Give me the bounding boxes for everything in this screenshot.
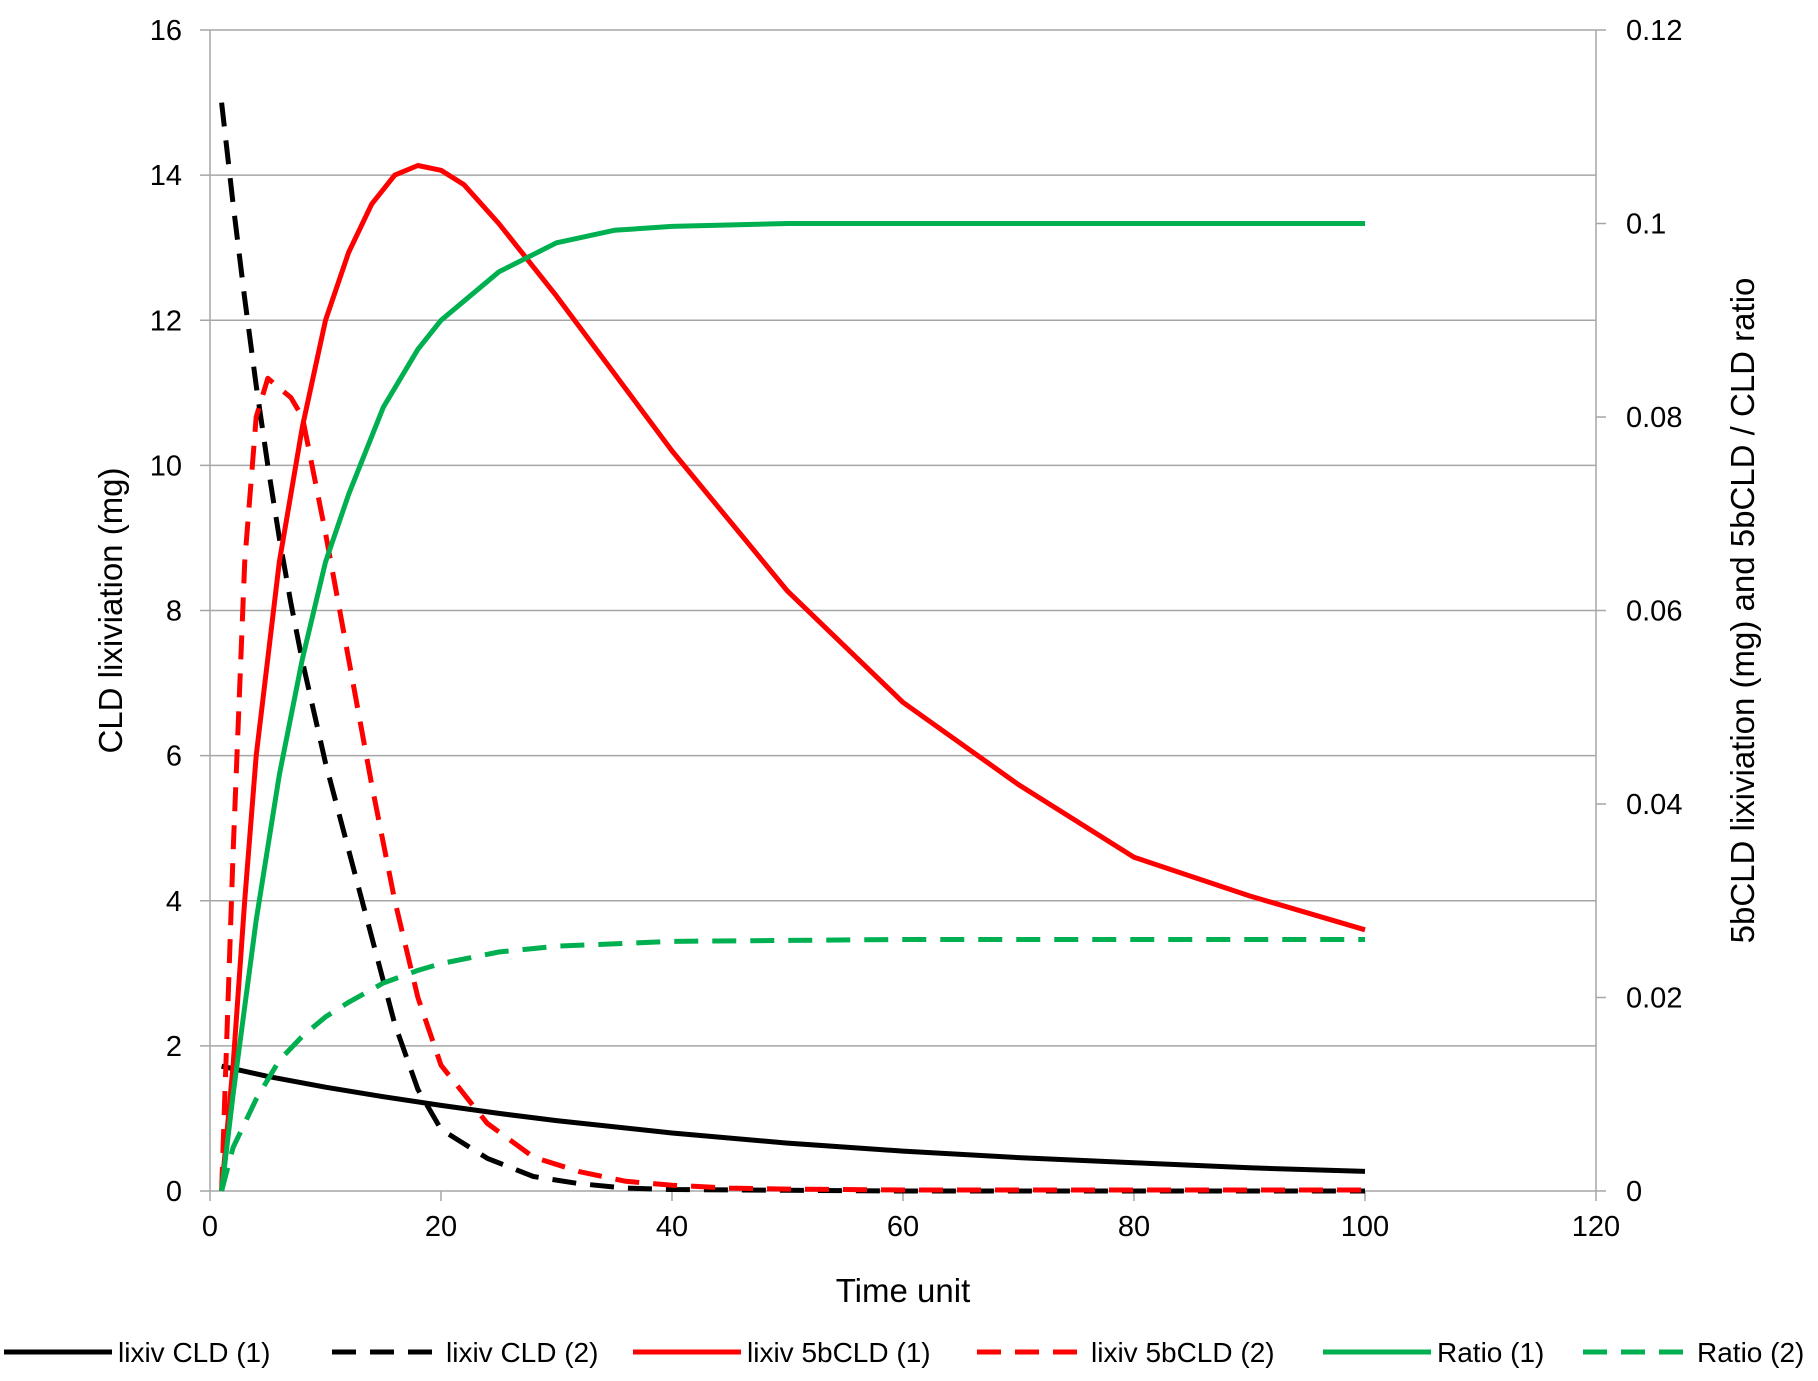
right-y-tick-label: 0.08: [1626, 402, 1682, 434]
right-y-tick-label: 0.12: [1626, 15, 1682, 47]
legend-label-6: Ratio (2): [1697, 1337, 1804, 1368]
left-y-axis-title: CLD lixiviation (mg): [92, 467, 129, 753]
series-lines: [219, 102, 1366, 1194]
x-tick-label: 20: [425, 1211, 457, 1243]
x-tick-label: 80: [1118, 1211, 1150, 1243]
series-line-4: [219, 375, 1365, 1193]
x-tick-label: 120: [1572, 1211, 1620, 1243]
x-tick-label: 0: [202, 1211, 218, 1243]
left-y-tick-label: 14: [150, 160, 182, 192]
legend-label-4: lixiv 5bCLD (2): [1091, 1337, 1275, 1368]
series-line-1: [221, 1063, 1366, 1174]
tick-labels: 0 20 40 60 80 100 120024681012141600.020.040.0…: [150, 15, 1683, 1243]
series-line-3: [219, 163, 1366, 1192]
legend-label-1: lixiv CLD (1): [118, 1337, 270, 1368]
right-y-tick-label: 0.02: [1626, 983, 1682, 1015]
left-y-tick-label: 6: [166, 741, 182, 773]
right-y-tick-label: 0.04: [1626, 789, 1682, 821]
left-y-tick-label: 0: [166, 1176, 182, 1208]
x-tick-label: 100: [1341, 1211, 1389, 1243]
legend-label-3: lixiv 5bCLD (1): [747, 1337, 931, 1368]
left-y-tick-label: 10: [150, 450, 182, 482]
legend-label-2: lixiv CLD (2): [446, 1337, 598, 1368]
series-line-5: [219, 221, 1365, 1192]
x-axis-title: Time unit: [836, 1272, 970, 1309]
left-y-tick-label: 4: [166, 886, 182, 918]
right-y-tick-label: 0.06: [1626, 596, 1682, 628]
right-y-tick-label: 0.1: [1626, 209, 1666, 241]
left-y-tick-label: 2: [166, 1031, 182, 1063]
left-y-tick-label: 16: [150, 15, 182, 47]
x-tick-label: 40: [656, 1211, 688, 1243]
x-tick-label: 60: [887, 1211, 919, 1243]
series-line-6: [219, 937, 1365, 1192]
left-y-tick-label: 8: [166, 596, 182, 628]
series-line-2: [219, 102, 1365, 1194]
legend-label-5: Ratio (1): [1437, 1337, 1544, 1368]
left-y-tick-label: 12: [150, 305, 182, 337]
legend: lixiv CLD (1) lixiv CLD (2) lixiv 5bCLD (1…: [4, 1337, 1804, 1368]
right-y-axis-title: 5bCLD lixiviation (mg) and 5bCLD / CLD r…: [1724, 278, 1761, 944]
right-y-tick-label: 0: [1626, 1176, 1642, 1208]
